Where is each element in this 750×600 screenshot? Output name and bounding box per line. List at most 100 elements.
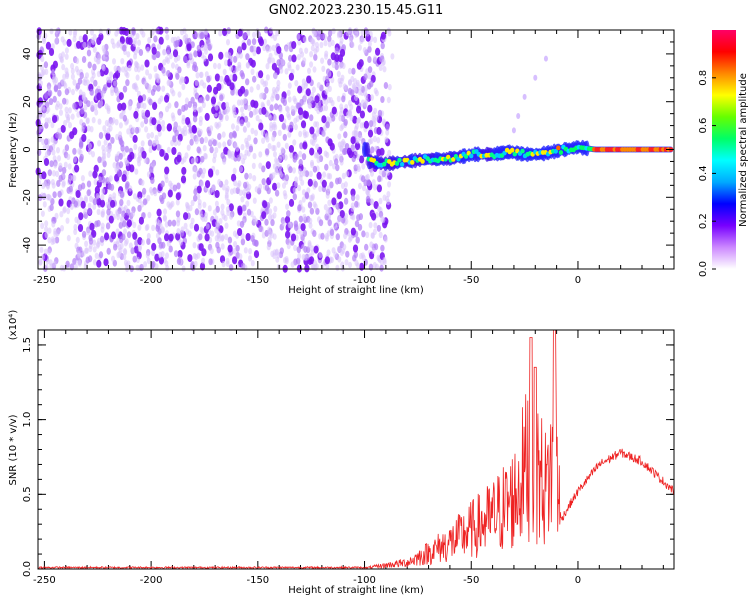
noise-blob	[198, 119, 203, 127]
noise-blob	[343, 118, 348, 126]
noise-blob	[158, 26, 164, 35]
noise-blob	[43, 61, 49, 69]
noise-blob	[367, 45, 372, 53]
noise-blob	[208, 168, 214, 177]
noise-blob	[96, 259, 102, 268]
noise-blob	[158, 36, 164, 45]
noise-blob	[276, 46, 282, 54]
noise-blob	[101, 188, 106, 195]
noise-blob	[239, 166, 244, 173]
figure-title: GN02.2023.230.15.45.G11	[269, 3, 444, 18]
noise-blob	[281, 122, 286, 130]
noise-blob	[315, 207, 320, 215]
noise-blob	[222, 158, 227, 165]
noise-blob	[289, 121, 294, 129]
noise-blob	[166, 70, 171, 77]
noise-blob	[76, 111, 81, 118]
noise-blob	[229, 56, 234, 63]
noise-blob	[122, 114, 128, 122]
noise-blob	[316, 171, 322, 180]
noise-blob	[378, 168, 383, 175]
noise-blob	[141, 31, 146, 38]
noise-blob	[203, 212, 208, 219]
signal-core	[446, 154, 451, 160]
noise-blob	[230, 153, 235, 160]
noise-blob	[57, 89, 62, 97]
noise-blob	[247, 134, 252, 142]
noise-blob	[124, 145, 129, 153]
noise-blob	[123, 249, 128, 256]
noise-blob	[237, 64, 242, 71]
noise-blob	[356, 214, 361, 222]
noise-blob	[293, 117, 298, 124]
noise-blob	[286, 242, 291, 250]
noise-blob	[76, 250, 81, 257]
noise-blob	[343, 188, 348, 195]
noise-blob	[184, 97, 189, 104]
noise-blob	[340, 123, 345, 130]
noise-blob	[79, 153, 84, 161]
snr-y-multiplier: (x10⁴)	[8, 310, 19, 341]
noise-blob	[338, 115, 343, 122]
noise-blob	[240, 196, 245, 203]
noise-blob	[316, 33, 321, 41]
noise-blob	[376, 224, 382, 232]
signal-core	[420, 159, 425, 164]
noise-blob	[307, 240, 312, 247]
noise-blob	[145, 46, 150, 54]
noise-blob	[73, 200, 79, 208]
noise-blob	[267, 56, 272, 64]
noise-blob	[214, 200, 219, 207]
noise-blob	[270, 232, 274, 239]
noise-blob	[117, 103, 123, 111]
noise-blob	[151, 46, 157, 55]
noise-blob	[159, 95, 164, 102]
noise-blob	[369, 241, 374, 248]
noise-blob	[309, 126, 315, 135]
noise-blob	[222, 68, 227, 76]
noise-blob	[44, 117, 49, 124]
noise-blob	[140, 121, 145, 128]
noise-blob	[202, 201, 207, 208]
noise-blob	[294, 80, 299, 87]
noise-blob	[128, 242, 133, 249]
noise-blob	[335, 177, 340, 185]
noise-blob	[218, 51, 224, 60]
noise-blob	[176, 182, 181, 190]
noise-blob	[86, 189, 91, 197]
noise-blob	[303, 245, 308, 253]
noise-blob	[115, 228, 120, 235]
noise-blob	[273, 34, 277, 42]
noise-blob	[45, 194, 50, 201]
noise-blob	[196, 146, 201, 154]
noise-blob	[182, 27, 187, 34]
noise-blob	[373, 55, 377, 62]
noise-blob	[153, 65, 158, 73]
noise-blob	[301, 153, 307, 161]
noise-blob	[327, 199, 332, 206]
noise-blob	[337, 215, 342, 223]
noise-blob	[264, 218, 269, 226]
noise-blob	[228, 203, 234, 212]
spectrogram-x-axis-label: Height of straight line (km)	[288, 285, 424, 296]
noise-blob	[162, 49, 166, 56]
noise-blob	[324, 50, 329, 57]
noise-blob	[116, 251, 121, 259]
noise-blob	[83, 104, 88, 111]
noise-blob	[312, 165, 318, 173]
noise-blob	[324, 88, 329, 96]
noise-blob	[108, 194, 113, 201]
noise-blob	[258, 70, 264, 79]
noise-blob	[326, 249, 331, 256]
noise-blob	[363, 73, 368, 81]
noise-blob	[124, 182, 130, 190]
noise-blob	[304, 47, 309, 54]
colorbar-tick-label: 0.6	[698, 118, 709, 134]
noise-blob	[180, 175, 187, 184]
noise-blob	[161, 120, 166, 127]
noise-blob	[86, 229, 91, 236]
noise-blob	[275, 30, 280, 37]
noise-blob	[311, 86, 316, 93]
noise-blob	[171, 62, 175, 69]
x-tick-label: -150	[246, 275, 269, 286]
